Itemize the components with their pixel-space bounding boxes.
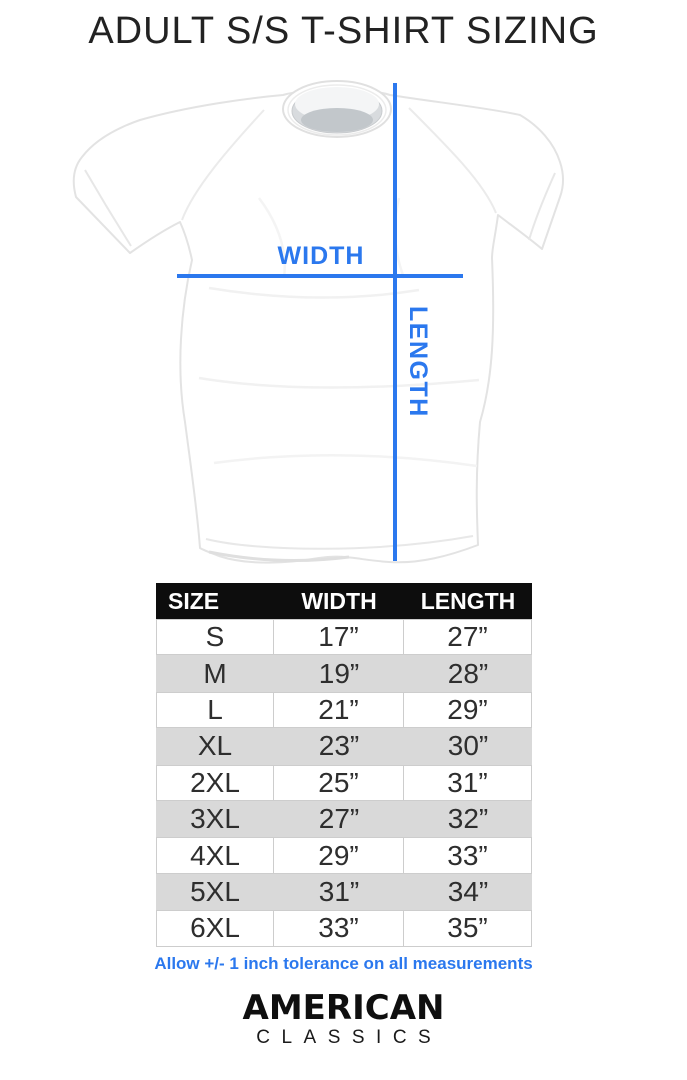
length-cell: 27” <box>404 620 532 655</box>
size-cell: 6XL <box>156 911 274 946</box>
width-cell: 25” <box>274 765 404 800</box>
size-cell: 3XL <box>190 803 240 835</box>
tshirt-body <box>72 88 564 564</box>
length-cell: 31” <box>404 765 532 800</box>
tolerance-note: Allow +/- 1 inch tolerance on all measur… <box>154 954 533 973</box>
size-cell: 2XL <box>156 765 274 800</box>
hem-stitch <box>205 535 474 550</box>
length-cell: 32” <box>447 803 489 835</box>
right-armhole-seam <box>408 107 497 214</box>
size-cell: M <box>203 657 227 689</box>
width-label: WIDTH <box>277 242 365 270</box>
size-cell: L <box>156 692 274 728</box>
table-row: 4XL 29” 33” <box>156 837 532 874</box>
table-row: 2XL 25” 31” <box>156 764 532 801</box>
size-cell: S <box>156 620 274 655</box>
wrinkle <box>213 453 478 468</box>
size-table: SIZE WIDTH LENGTH S 17” 27” M 19” 28” L … <box>156 583 532 947</box>
width-cell: 23” <box>318 730 360 762</box>
length-cell: 29” <box>404 692 532 728</box>
size-cell: 4XL <box>156 838 274 873</box>
length-measure-line <box>393 83 397 561</box>
table-header-row: SIZE WIDTH LENGTH <box>156 583 532 619</box>
wrinkle <box>257 197 286 279</box>
length-label: LENGTH <box>404 306 432 418</box>
length-cell: 33” <box>404 838 532 873</box>
table-row: S 17” 27” <box>156 619 532 656</box>
width-cell: 27” <box>318 803 360 835</box>
width-cell: 21” <box>274 692 404 728</box>
hem-fold-shadow <box>208 550 350 563</box>
brand-name: AMERICAN <box>242 988 445 1028</box>
table-row: 5XL 31” 34” <box>156 873 532 911</box>
tshirt-diagram: WIDTH LENGTH <box>59 78 629 583</box>
width-cell: 17” <box>274 620 404 655</box>
length-cell: 35” <box>404 911 532 946</box>
column-header-width: WIDTH <box>301 587 377 614</box>
brand-logo: AMERICAN CLASSICS <box>0 988 687 1049</box>
length-cell: 34” <box>447 875 489 907</box>
tshirt-collar <box>282 80 392 138</box>
width-cell: 33” <box>274 911 404 946</box>
width-cell: 19” <box>318 657 360 689</box>
table-row: M 19” 28” <box>156 655 532 692</box>
column-header-size: SIZE <box>168 587 220 614</box>
brand-subname: CLASSICS <box>256 1027 443 1048</box>
left-cuff-seam <box>84 169 132 247</box>
table-row: 3XL 27” 32” <box>156 800 532 838</box>
length-cell: 28” <box>447 657 489 689</box>
tshirt-illustration <box>72 80 564 564</box>
width-cell: 29” <box>274 838 404 873</box>
width-measure-line <box>177 274 463 278</box>
width-cell: 31” <box>318 875 360 907</box>
page-title: ADULT S/S T-SHIRT SIZING <box>88 10 599 52</box>
column-header-length: LENGTH <box>420 587 516 614</box>
size-cell: 5XL <box>190 875 240 907</box>
table-row: L 21” 29” <box>156 691 532 729</box>
table-row: 6XL 33” 35” <box>156 910 532 947</box>
table-row: XL 23” 30” <box>156 728 532 765</box>
size-cell: XL <box>197 730 233 762</box>
length-cell: 30” <box>447 730 489 762</box>
right-cuff-seam <box>528 172 556 241</box>
left-armhole-seam <box>181 109 265 221</box>
wrinkle <box>198 376 480 389</box>
